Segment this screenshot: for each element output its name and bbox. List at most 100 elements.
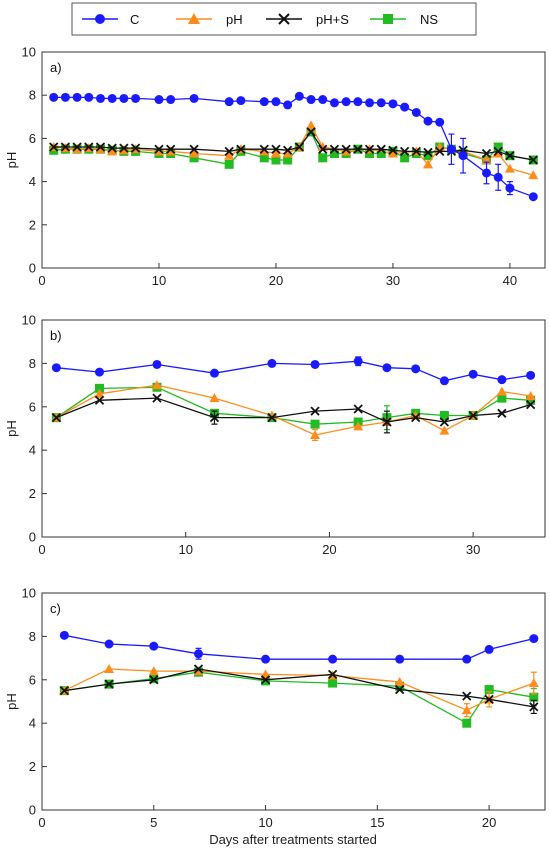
panel-label: c) — [50, 601, 61, 616]
data-point-ns — [224, 159, 234, 169]
data-point-ph-s — [267, 413, 277, 423]
data-point-c — [95, 93, 105, 103]
data-point-ph-s — [119, 143, 129, 153]
data-point-c — [59, 630, 69, 640]
data-point-c — [328, 654, 338, 664]
data-point-ns — [365, 149, 375, 159]
data-point-c — [505, 183, 515, 193]
data-point-ph-s — [411, 413, 421, 423]
data-point-c — [493, 172, 503, 182]
data-point-ph-s — [318, 144, 328, 154]
series-ph — [59, 663, 539, 718]
data-point-ph — [224, 150, 235, 160]
data-point-ph — [341, 146, 352, 156]
data-point-c — [149, 641, 159, 651]
data-point-ph-s — [193, 664, 204, 674]
data-point-c — [104, 639, 114, 649]
x-tick-label: 40 — [503, 273, 517, 288]
data-point-ph — [493, 148, 504, 158]
plot-frame — [41, 319, 546, 538]
data-point-ph — [209, 393, 220, 403]
panel-a: 0 2 4 6 8 10 0 10 20 30 40 pH a) — [4, 45, 546, 288]
data-point-ph-s — [49, 142, 59, 152]
data-point-ph — [423, 159, 434, 169]
data-point-ph-s — [107, 143, 117, 153]
series-line-ph-s — [56, 397, 531, 423]
data-point-c — [236, 96, 246, 106]
series-ph — [51, 380, 536, 442]
x-axis-title: Days after treatments started — [209, 832, 377, 847]
data-point-ns — [283, 155, 293, 165]
y-tick-label: 2 — [29, 217, 36, 232]
data-point-ph — [387, 148, 398, 158]
legend-label-c: C — [130, 12, 139, 27]
data-point-ph-s — [353, 404, 363, 414]
data-point-ph-s — [493, 146, 503, 156]
data-point-c — [382, 363, 392, 373]
data-point-ph-s — [260, 675, 271, 685]
data-point-ns — [529, 692, 539, 702]
data-point-ph — [153, 146, 164, 156]
y-axis-label: pH — [4, 420, 19, 437]
legend-marker-ns — [383, 14, 393, 24]
data-point-ns — [395, 681, 405, 691]
data-point-c — [166, 95, 176, 105]
data-point-ph-s — [51, 413, 62, 423]
series-c — [51, 356, 536, 386]
data-point-ph-s — [364, 144, 375, 154]
data-point-ph — [118, 145, 129, 155]
data-point-ph-s — [306, 127, 316, 137]
data-point-c — [267, 358, 277, 368]
data-point-c — [193, 649, 203, 659]
y-tick-label: 4 — [29, 716, 36, 731]
data-point-ph-s — [224, 146, 234, 156]
x-tick-label: 0 — [38, 273, 45, 288]
data-point-ns — [462, 718, 472, 728]
data-point-ph-s — [462, 691, 472, 701]
data-point-c — [283, 100, 293, 110]
data-point-ph — [282, 148, 293, 158]
data-point-ph-s — [209, 413, 220, 423]
data-point-ns — [189, 153, 199, 163]
data-point-ph-s — [411, 146, 421, 156]
data-point-ns — [400, 153, 410, 163]
data-point-ph-s — [353, 144, 363, 154]
x-tick-label: 20 — [482, 815, 496, 830]
data-point-ph — [461, 705, 472, 715]
series-c — [59, 630, 539, 664]
data-point-c — [423, 116, 433, 126]
data-point-ph-s — [481, 148, 492, 159]
data-point-ph-s — [149, 675, 159, 685]
data-point-ph — [104, 663, 115, 673]
data-point-ph-s — [60, 142, 71, 152]
data-point-ns — [484, 685, 494, 695]
x-tick-label: 5 — [150, 815, 157, 830]
legend-marker-phs — [278, 13, 290, 25]
data-point-ph-s — [310, 406, 320, 416]
x-tick-label: 0 — [38, 815, 45, 830]
data-point-ns — [318, 153, 328, 163]
data-point-ns — [526, 395, 536, 405]
data-point-ph-s — [154, 144, 164, 154]
data-point-ns — [439, 410, 449, 420]
data-point-c — [462, 654, 472, 664]
data-point-c — [329, 98, 339, 108]
data-point-c — [482, 168, 492, 178]
y-tick-label: 6 — [29, 399, 36, 414]
series-c — [49, 91, 538, 202]
data-point-c — [119, 93, 129, 103]
data-point-ph — [525, 390, 536, 400]
x-tick-label: 10 — [258, 815, 272, 830]
data-point-c — [261, 654, 271, 664]
data-point-ph-s — [525, 399, 536, 410]
data-point-c — [224, 97, 234, 107]
y-axis-label: pH — [4, 152, 19, 169]
data-point-c — [49, 92, 59, 102]
data-point-ph — [496, 386, 507, 396]
data-point-c — [259, 97, 269, 107]
data-point-ph — [193, 666, 204, 676]
data-point-ns — [376, 149, 386, 159]
data-point-ph-s — [271, 144, 281, 154]
y-tick-label: 2 — [29, 486, 36, 501]
y-tick-label: 6 — [29, 672, 36, 687]
